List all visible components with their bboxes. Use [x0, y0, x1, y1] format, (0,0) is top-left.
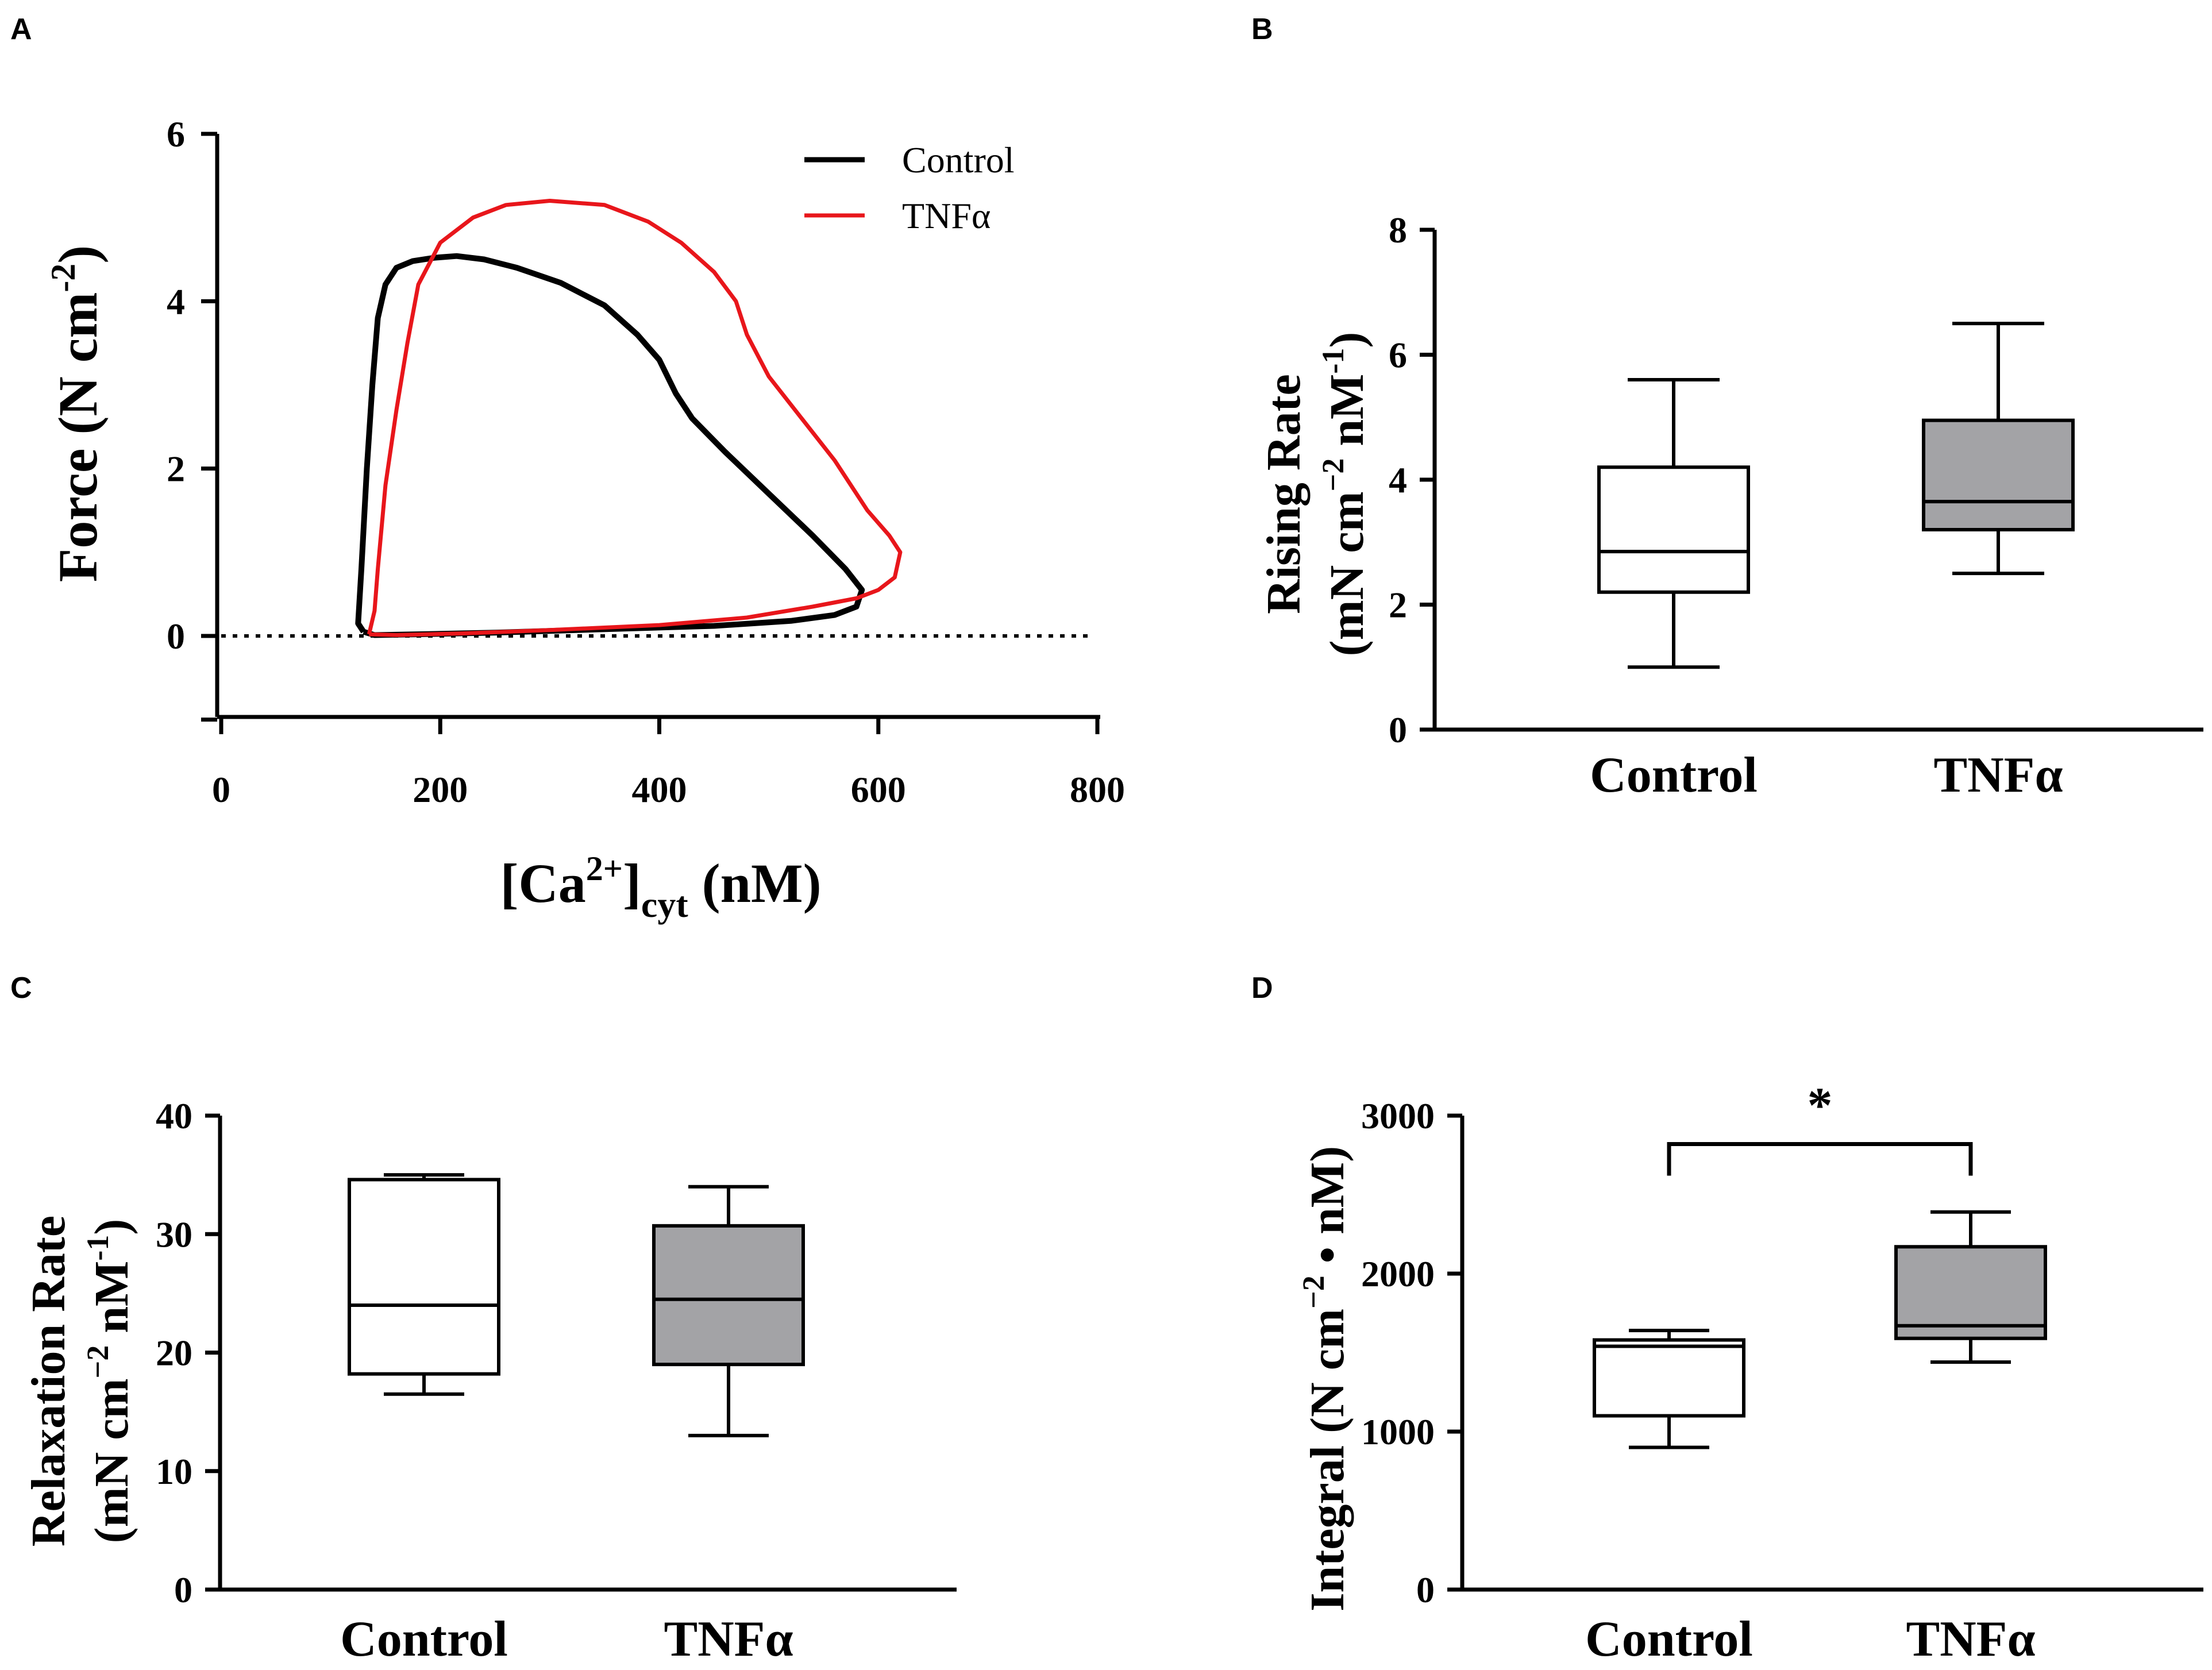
legend: Control TNFα — [804, 140, 1015, 236]
panel-b-plot: 0 2 4 6 8 Control TNFα — [1389, 210, 2203, 803]
y-tick-label-a: 2 — [167, 449, 185, 489]
x-axis-title-a: [Ca2+]cyt (nM) — [500, 850, 821, 925]
y-tick-label-b: 2 — [1389, 585, 1407, 626]
panel-d-plot: 0 1000 2000 3000 Control TNFα * — [1361, 1078, 2203, 1667]
box-tnf — [1894, 1245, 2047, 1340]
y-tick-label-d: 1000 — [1361, 1411, 1435, 1452]
category-label-control: Control — [1585, 1611, 1753, 1667]
y-tick-label-a: 6 — [167, 114, 185, 155]
category-label-tnf: TNFα — [1933, 747, 2063, 803]
y-axis-title-b-line1: Rising Rate — [1257, 374, 1311, 614]
category-label-control: Control — [1590, 747, 1758, 803]
y-tick-label-c: 10 — [156, 1451, 192, 1492]
box-control — [1593, 1338, 1745, 1418]
panel-label-c: C — [10, 971, 32, 1005]
panel-d: D 0 1000 2000 3000 Control TNFα * Integral (N … — [1251, 971, 2203, 1667]
panel-label-d: D — [1251, 971, 1273, 1005]
category-label-tnf: TNFα — [1906, 1611, 2035, 1667]
panel-a-series — [355, 199, 903, 638]
y-tick-label-b: 4 — [1389, 460, 1407, 500]
series-line-control — [355, 253, 865, 638]
y-axis-title-c-line2: (mN cm−2 nM-1) — [80, 1219, 138, 1544]
y-tick-label-c: 30 — [156, 1214, 192, 1255]
panel-c: C 0 10 20 30 40 Control TNFα Relaxation Rate (… — [10, 971, 957, 1667]
panel-a: A 0 2 4 6 0 200 400 600 800 Control TNFα [Ca2+]c… — [10, 13, 1125, 925]
x-tick-label-a: 600 — [851, 769, 906, 810]
y-axis-title-d: Integral (N cm−2 • nM) — [1296, 1146, 1354, 1611]
y-axis-title-a: Force (N cm-2) — [44, 245, 109, 583]
category-label-control: Control — [340, 1611, 508, 1667]
x-tick-label-a: 800 — [1070, 769, 1125, 810]
y-tick-label-b: 8 — [1389, 210, 1407, 250]
significance-star: * — [1808, 1078, 1833, 1134]
y-tick-label-b: 6 — [1389, 335, 1407, 376]
x-tick-label-a: 200 — [413, 769, 468, 810]
y-tick-label-a: 0 — [167, 616, 185, 657]
legend-label-control: Control — [902, 140, 1015, 180]
category-label-tnf: TNFα — [664, 1611, 793, 1667]
x-tick-label-a: 400 — [632, 769, 687, 810]
y-tick-label-d: 2000 — [1361, 1254, 1435, 1294]
panel-c-plot: 0 10 20 30 40 Control TNFα — [156, 1096, 957, 1667]
panel-label-a: A — [10, 13, 32, 46]
panel-b: B 0 2 4 6 8 Control TNFα Rising Rate (mN cm−2 … — [1251, 13, 2203, 803]
box-control — [348, 1178, 500, 1376]
box-tnf — [1922, 418, 2075, 531]
y-tick-label-d: 0 — [1416, 1569, 1435, 1610]
legend-label-tnf: TNFα — [902, 195, 991, 236]
y-tick-label-d: 3000 — [1361, 1096, 1435, 1136]
significance-bracket — [1667, 1142, 1973, 1176]
y-tick-label-a: 4 — [167, 281, 185, 322]
panel-a-axes: 0 2 4 6 0 200 400 600 800 — [167, 114, 1125, 810]
box-control — [1597, 465, 1750, 594]
series-line-tnf — [367, 199, 903, 637]
x-tick-label-a: 0 — [212, 769, 230, 810]
y-axis-title-b-line2: (mN cm−2 nM-1) — [1316, 332, 1374, 657]
y-tick-label-c: 0 — [174, 1569, 192, 1610]
y-axis-title-c-line1: Relaxation Rate — [22, 1216, 75, 1546]
y-tick-label-c: 20 — [156, 1333, 192, 1374]
panel-label-b: B — [1251, 13, 1273, 46]
y-tick-label-b: 0 — [1389, 709, 1407, 750]
y-tick-label-c: 40 — [156, 1096, 192, 1136]
box-tnf — [652, 1224, 805, 1367]
